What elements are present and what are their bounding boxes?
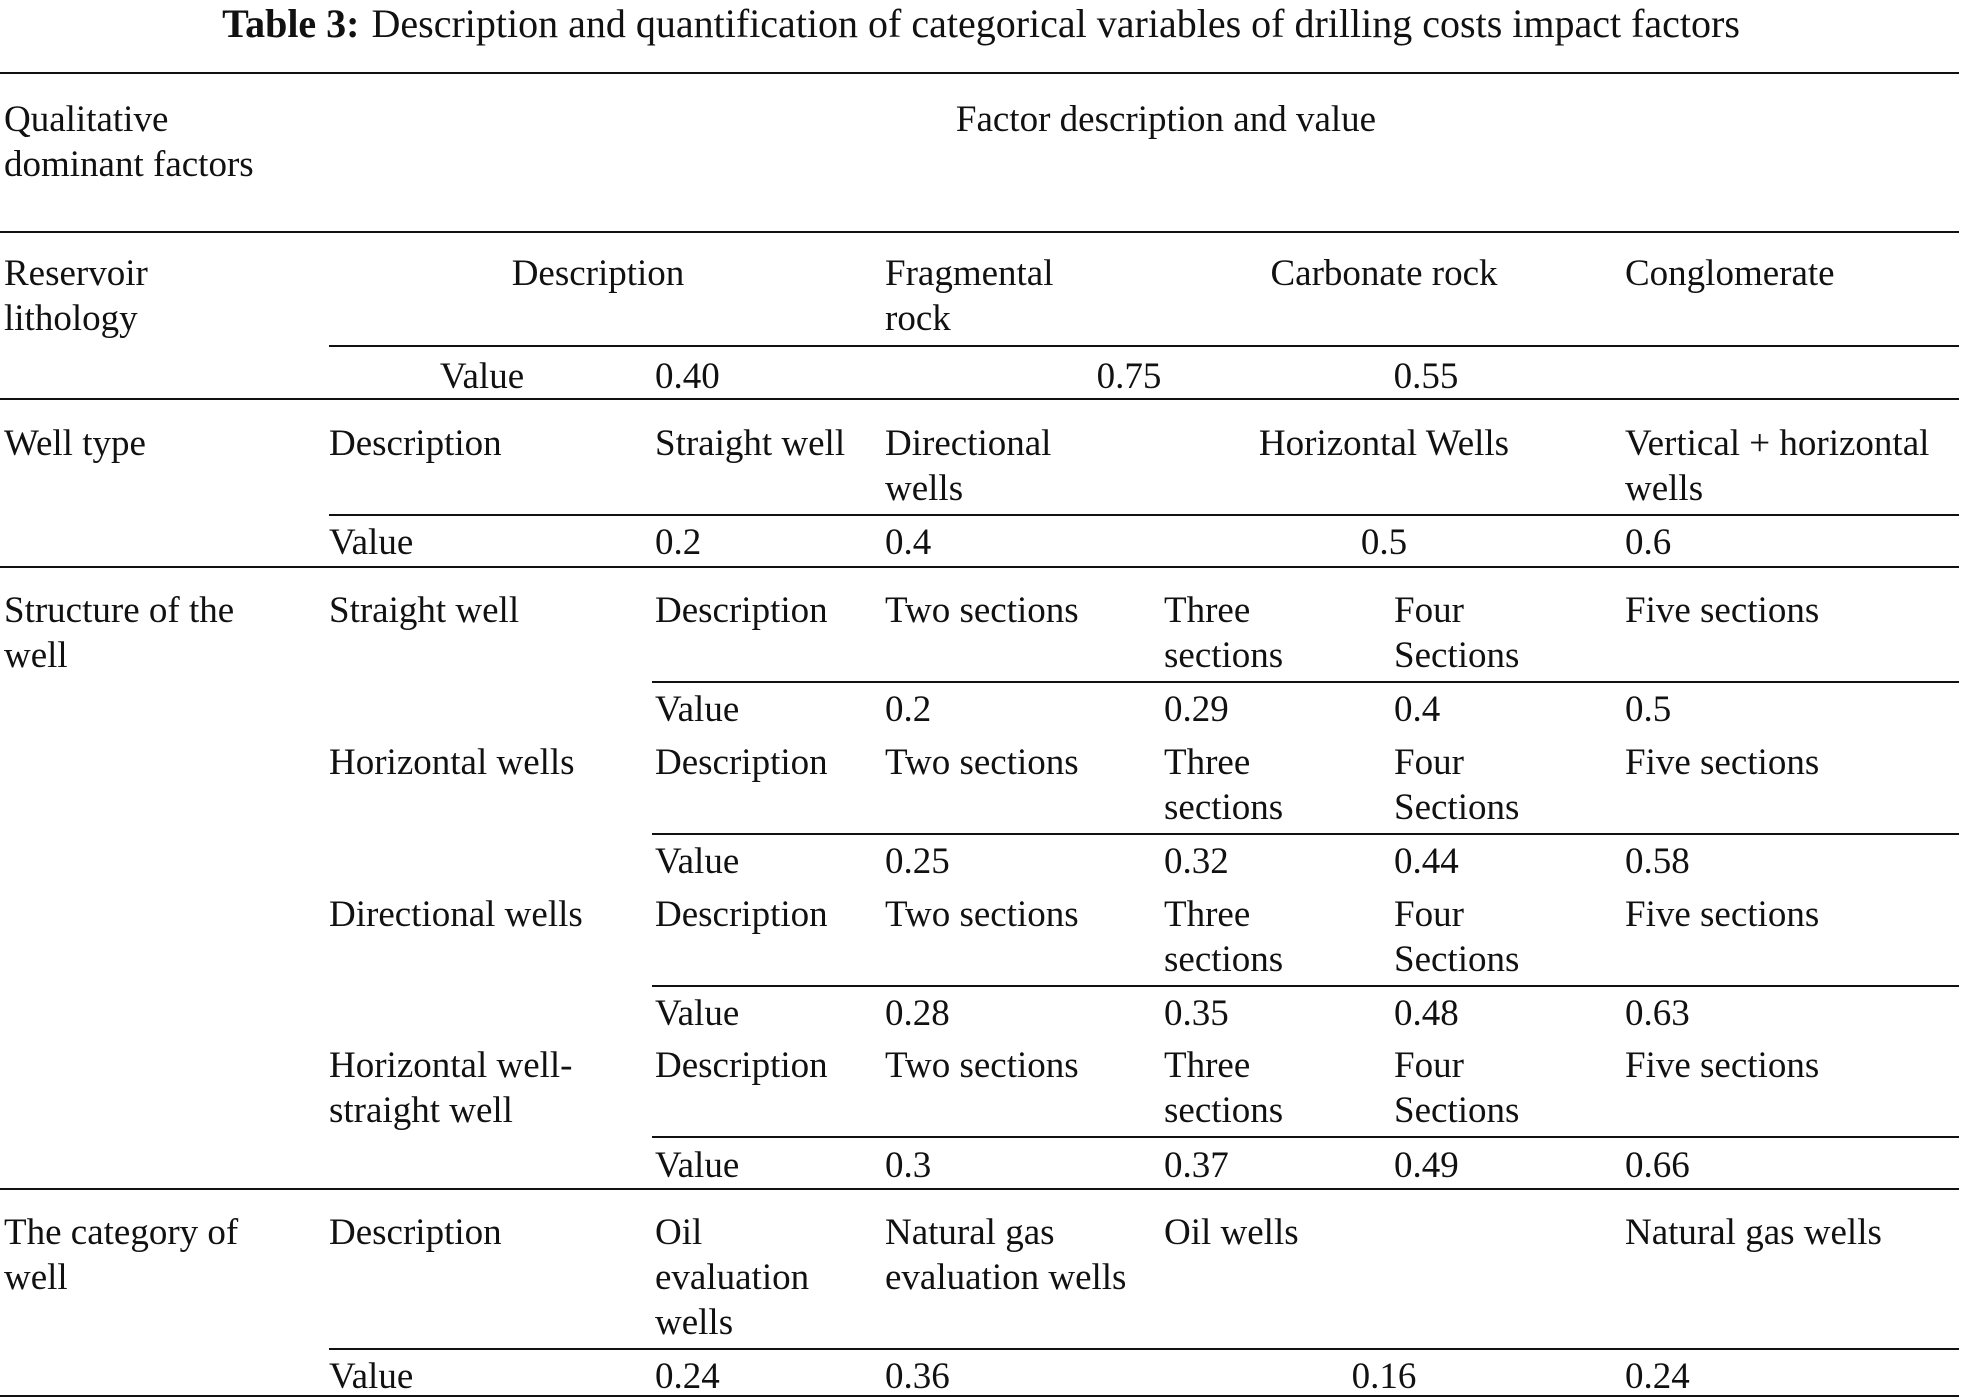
cell: 0.32 [1164, 841, 1229, 882]
cell: 0.4 [885, 522, 932, 563]
cell: Natural gas wells [1625, 1212, 1882, 1253]
cell: Two sections [885, 742, 1079, 783]
cell: 0.29 [1164, 689, 1229, 730]
cell: Description [329, 1212, 502, 1253]
cell: Four Sections [1394, 742, 1520, 828]
cell: Value [439, 356, 525, 397]
cell: 0.36 [885, 1356, 950, 1397]
cell: Straight well [655, 423, 846, 464]
cell: Four Sections [1394, 1045, 1520, 1131]
cell: 0.6 [1625, 522, 1672, 563]
cell: Four Sections [1394, 894, 1520, 980]
table-caption: Description and quantification of catego… [371, 1, 1740, 46]
rule [0, 566, 1959, 568]
cell: 0.37 [1164, 1145, 1229, 1186]
cell: Value [329, 1356, 414, 1397]
rule [652, 833, 1959, 835]
cell: Two sections [885, 590, 1079, 631]
cell: Value [329, 522, 414, 563]
rule [0, 398, 1959, 400]
cell: Value [655, 993, 740, 1034]
cell: Fragmental rock [885, 253, 1054, 339]
cell: Four Sections [1394, 590, 1520, 676]
cell: 0.2 [655, 522, 702, 563]
header-cell: Qualitative dominant factors [4, 99, 254, 185]
rule [0, 231, 1959, 233]
cell: Three sections [1164, 590, 1284, 676]
rule [0, 1395, 1959, 1397]
cell: Description [329, 423, 502, 464]
cell: Vertical + horizontal wells [1625, 423, 1930, 509]
cell: 0.2 [885, 689, 932, 730]
factor-cell: The category of well [4, 1212, 239, 1298]
rule [329, 514, 1959, 516]
header-cell: Factor description and value [955, 99, 1377, 140]
cell: Oil evaluation wells [655, 1212, 810, 1343]
rule [652, 1136, 1959, 1138]
cell: Conglomerate [1625, 253, 1835, 294]
cell: Five sections [1625, 894, 1820, 935]
cell: Directional wells [885, 423, 1052, 509]
cell: Oil wells [1164, 1212, 1299, 1253]
cell: Five sections [1625, 1045, 1820, 1086]
cell: 0.40 [655, 356, 720, 397]
cell: Description [655, 1045, 828, 1086]
cell: 0.44 [1394, 841, 1459, 882]
cell: Description [655, 742, 828, 783]
rule [652, 985, 1959, 987]
cell: Natural gas evaluation wells [885, 1212, 1127, 1298]
cell: Five sections [1625, 590, 1820, 631]
factor-cell: Well type [4, 423, 146, 464]
factor-cell: Reservoir lithology [4, 253, 148, 339]
cell: 0.5 [1360, 522, 1408, 563]
cell: 0.5 [1625, 689, 1672, 730]
cell: 0.75 [1096, 356, 1162, 397]
cell: Value [655, 841, 740, 882]
cell: 0.35 [1164, 993, 1229, 1034]
cell: Description [655, 590, 828, 631]
subtype-cell: Straight well [329, 590, 520, 631]
cell: Value [655, 1145, 740, 1186]
cell: Three sections [1164, 894, 1284, 980]
rule [0, 1188, 1959, 1190]
cell: Three sections [1164, 1045, 1284, 1131]
rule [329, 345, 1959, 347]
cell: Horizontal Wells [1258, 423, 1510, 464]
cell: 0.28 [885, 993, 950, 1034]
cell: Five sections [1625, 742, 1820, 783]
table-label: Table 3: [222, 1, 360, 46]
cell: Three sections [1164, 742, 1284, 828]
subtype-cell: Horizontal wells [329, 742, 575, 783]
cell: 0.63 [1625, 993, 1690, 1034]
cell: 0.48 [1394, 993, 1459, 1034]
table-title: Table 3: Description and quantification o… [0, 0, 1962, 48]
cell: 0.16 [1351, 1356, 1417, 1397]
cell: 0.24 [655, 1356, 720, 1397]
cell: 0.3 [885, 1145, 932, 1186]
subtype-cell: Directional wells [329, 894, 583, 935]
cell: Description [655, 894, 828, 935]
cell: Two sections [885, 1045, 1079, 1086]
cell: Value [655, 689, 740, 730]
factor-cell: Structure of the well [4, 590, 235, 676]
cell: Description [511, 253, 685, 294]
rule [652, 681, 1959, 683]
cell: 0.4 [1394, 689, 1441, 730]
cell: 0.25 [885, 841, 950, 882]
cell: 0.66 [1625, 1145, 1690, 1186]
cell: 0.49 [1394, 1145, 1459, 1186]
cell: 0.55 [1393, 356, 1459, 397]
cell: 0.58 [1625, 841, 1690, 882]
subtype-cell: Horizontal well-straight well [329, 1045, 573, 1131]
rule [329, 1348, 1959, 1350]
cell: Two sections [885, 894, 1079, 935]
cell: 0.24 [1625, 1356, 1690, 1397]
rule [0, 72, 1959, 74]
cell: Carbonate rock [1270, 253, 1498, 294]
